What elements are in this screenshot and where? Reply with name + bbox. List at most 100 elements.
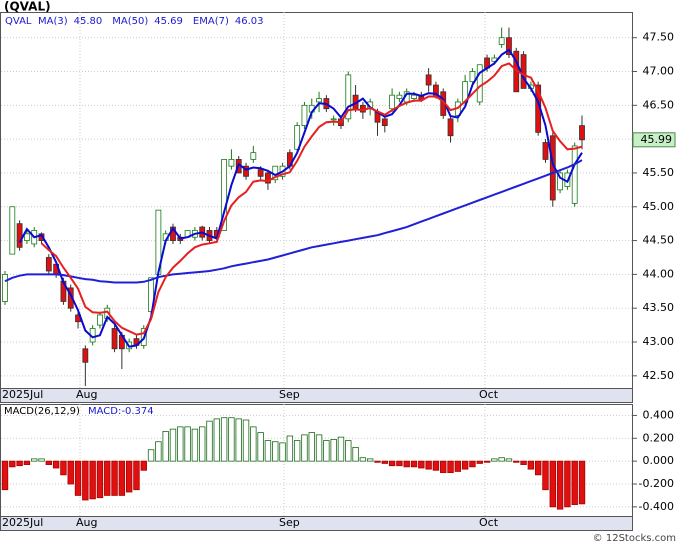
candle-body [476, 64, 483, 103]
legend-value: 45.80 [74, 16, 103, 27]
macd-bar [476, 460, 483, 464]
macd-bar [483, 460, 491, 463]
macd-bar [345, 440, 352, 462]
macd-bar [242, 419, 250, 462]
macd-bar [454, 460, 462, 472]
y-tick-label: 46.50 [643, 98, 675, 111]
candle-body [316, 98, 322, 103]
macd-bar [498, 457, 505, 462]
candle-body [571, 145, 578, 204]
candle-body [389, 94, 396, 110]
macd-bar [60, 460, 67, 476]
x-tick-label: Aug [76, 388, 97, 401]
macd-bar [323, 440, 330, 462]
y-tick-label: 47.00 [643, 65, 675, 78]
candle-body [38, 233, 45, 241]
ma-line [4, 159, 583, 284]
macd-bar [301, 434, 308, 462]
macd-bar [96, 460, 104, 499]
candle-body [257, 169, 264, 177]
macd-value: MACD:-0.374 [88, 406, 154, 417]
candle-body [301, 104, 308, 127]
macd-bar [169, 428, 177, 462]
candle-body [9, 206, 16, 255]
y-tick-label: 47.50 [643, 31, 675, 44]
footer: © 12Stocks.com [593, 533, 676, 544]
legend-name: MA(50) [112, 16, 148, 27]
last-price-box [632, 132, 676, 148]
macd-bar [82, 460, 89, 501]
macd-bar [155, 441, 162, 462]
x-tick-label: Oct [479, 516, 499, 529]
macd-bar [279, 442, 286, 462]
macd-bar [447, 460, 454, 473]
legend-value: 46.03 [235, 16, 264, 27]
x-tick-label: Oct [479, 388, 499, 401]
y-tick-label: 0.200 [643, 431, 675, 444]
candle-body [111, 328, 118, 350]
ma-line [40, 62, 583, 336]
candle-body [45, 257, 52, 272]
macd-bar [74, 460, 82, 496]
candle-body [250, 152, 257, 160]
macd-bar [418, 460, 425, 469]
macd-bar [111, 460, 118, 496]
y-tick-label: 0.000 [643, 454, 675, 467]
macd-bar [250, 426, 257, 462]
macd-bar [337, 436, 345, 462]
candle-body [498, 37, 505, 45]
macd-bar [9, 460, 16, 468]
candle-body [520, 54, 527, 89]
candle-body [330, 118, 337, 121]
date-band [0, 388, 633, 403]
y-tick-label: 45.50 [643, 166, 675, 179]
candle-body [557, 172, 563, 191]
date-band [0, 516, 633, 531]
x-tick-label: Sep [279, 388, 300, 401]
macd-bar [527, 460, 535, 470]
macd-bar [16, 460, 23, 467]
macd-bar [213, 418, 221, 462]
macd-bar [125, 460, 133, 493]
macd-bar [286, 435, 294, 462]
x-tick-label: 2025Jul [2, 388, 43, 401]
macd-bar [505, 458, 513, 462]
macd-bar [432, 460, 440, 471]
macd-bar [264, 440, 272, 462]
candle-body [243, 165, 249, 177]
candle-body [228, 159, 235, 167]
macd-bar [89, 460, 96, 500]
macd-bar [293, 440, 301, 462]
macd-bar [133, 460, 140, 491]
y-tick-label: 0.400 [643, 408, 675, 421]
macd-bar [45, 460, 53, 465]
macd-bar [396, 460, 403, 467]
macd-bar [220, 417, 228, 462]
candle-body [97, 314, 103, 326]
y-tick-label: -0.400 [639, 500, 674, 513]
macd-bar [23, 460, 31, 465]
candle-body [345, 74, 352, 120]
legend-value: 45.69 [154, 16, 183, 27]
x-tick-label: Aug [76, 516, 97, 529]
y-tick-label: -0.200 [639, 477, 674, 490]
macd-bar [578, 460, 586, 505]
macd-bar [410, 460, 418, 468]
macd-bar [564, 460, 571, 508]
macd-bar [366, 458, 374, 462]
legend-name: MA(3) [38, 16, 68, 27]
macd-title: MACD(26,12,9) [4, 406, 80, 417]
y-tick-label: 43.50 [643, 301, 675, 314]
macd-bar [534, 460, 542, 476]
macd-bar [374, 460, 381, 463]
x-tick-label: 2025Jul [2, 516, 43, 529]
macd-bar [1, 460, 9, 491]
candle-body [396, 94, 403, 99]
candle-body [16, 223, 23, 248]
ma-line [18, 48, 583, 348]
y-tick-label: 43.00 [643, 335, 675, 348]
candle-body [221, 159, 228, 231]
macd-bar [440, 460, 447, 473]
candle-body [425, 74, 432, 86]
